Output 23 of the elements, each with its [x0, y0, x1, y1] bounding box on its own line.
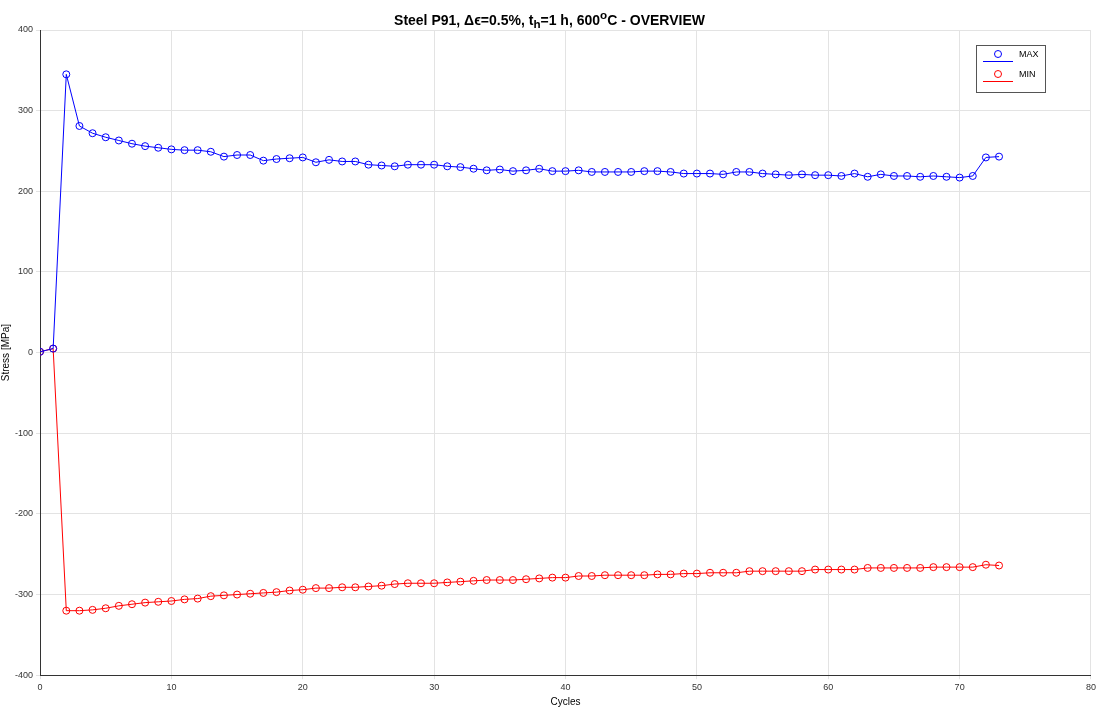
x-tick-label: 60 — [823, 682, 834, 693]
y-tick-label: -100 — [15, 427, 34, 438]
y-tick-label: 200 — [17, 185, 34, 196]
y-tick-label: 100 — [17, 266, 34, 277]
y-tick-label: 0 — [28, 347, 34, 358]
legend-label: MAX — [1018, 49, 1039, 59]
y-tick-label: -400 — [15, 669, 34, 680]
x-tick-label: 10 — [166, 682, 177, 693]
x-tick-label: 0 — [37, 682, 43, 693]
y-tick-label: 400 — [17, 24, 34, 35]
y-tick-label: -300 — [15, 589, 34, 600]
legend-label: MIN — [1018, 69, 1036, 79]
y-tick-label: -200 — [15, 508, 34, 519]
y-axis-title: Stress [MPa] — [0, 323, 11, 382]
y-tick-label: 300 — [17, 105, 34, 116]
chart-title: Steel P91, Δϵ=0.5%, t$_{h}$=1 h, 600$^{o}$C - OVERVIEW — [394, 8, 705, 31]
x-tick-label: 20 — [297, 682, 308, 693]
x-axis-title: Cycles — [550, 695, 581, 707]
x-tick-label: 50 — [691, 682, 702, 693]
x-tick-label: 30 — [429, 682, 440, 693]
x-tick-label: 80 — [1085, 682, 1096, 693]
x-tick-label: 70 — [954, 682, 965, 693]
x-tick-label: 40 — [560, 682, 571, 693]
